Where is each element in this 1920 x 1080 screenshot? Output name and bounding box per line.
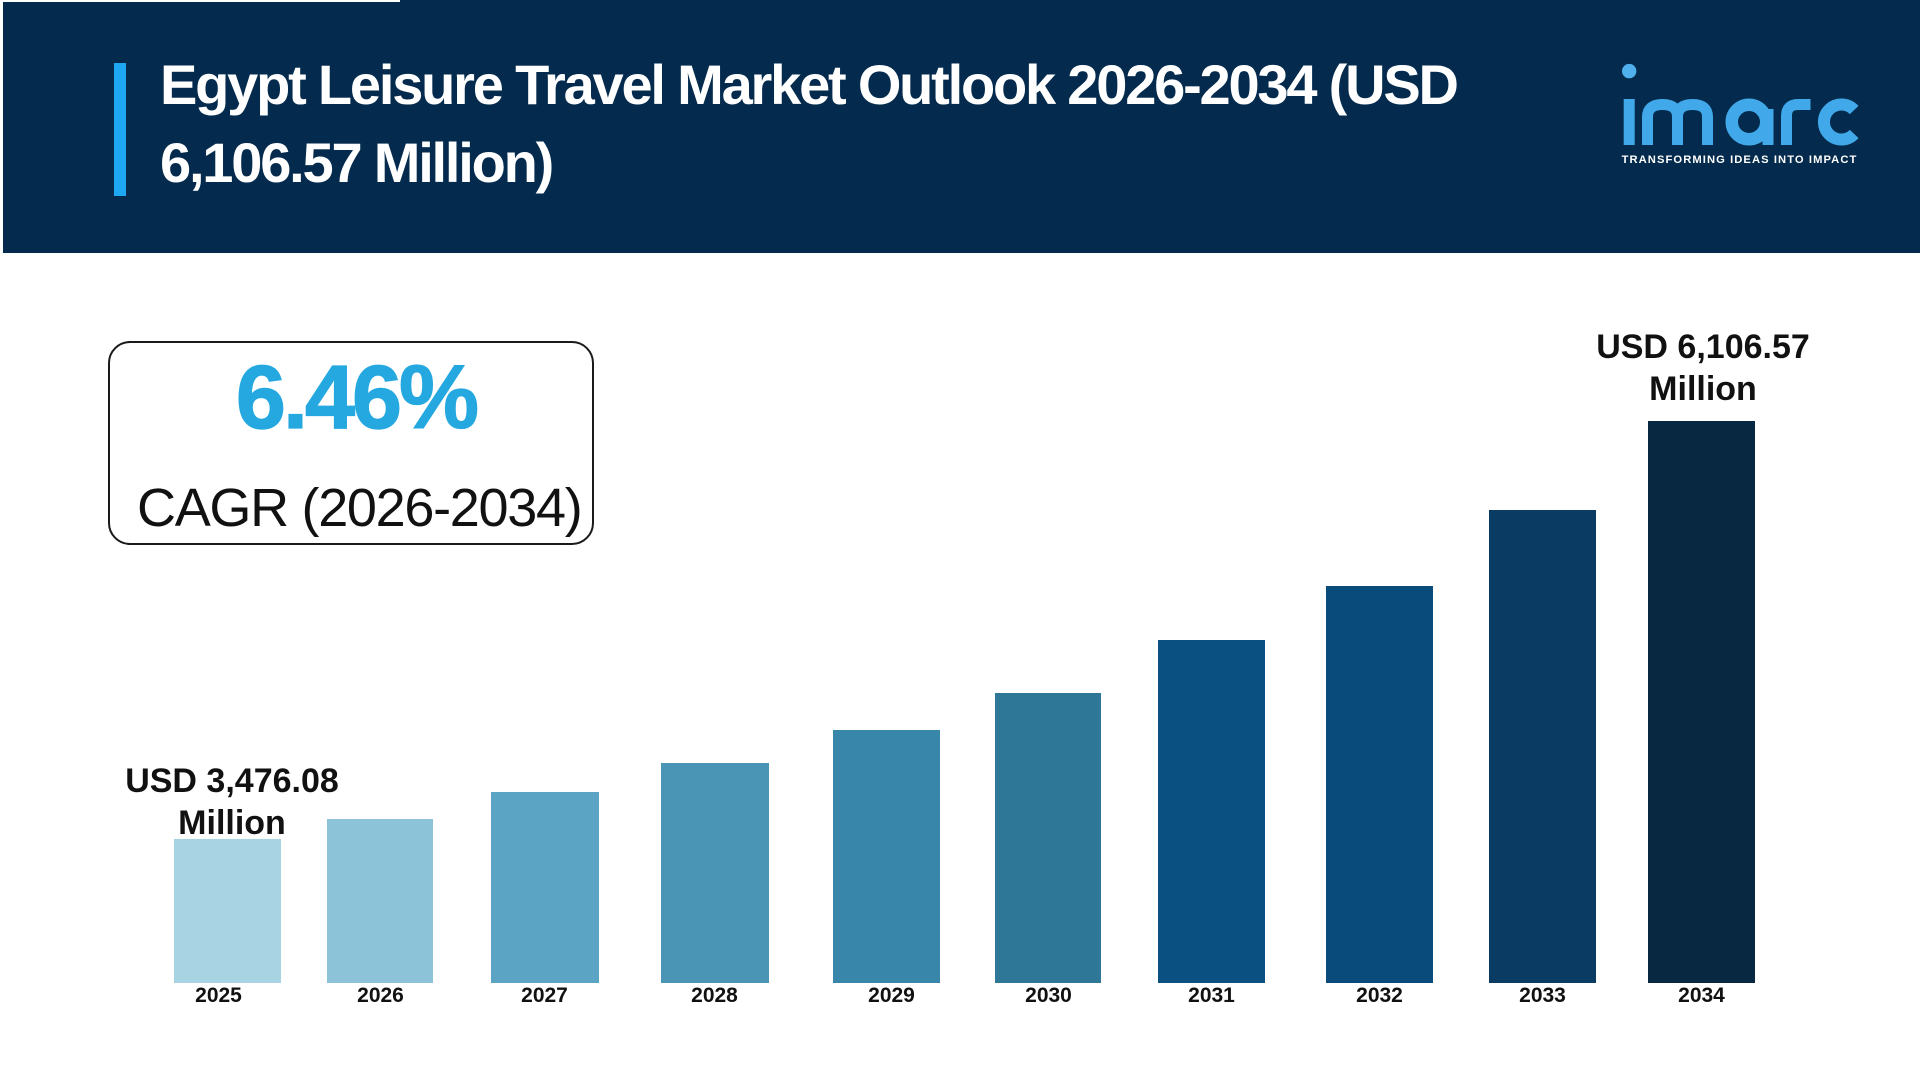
- svg-text:TRANSFORMING IDEAS INTO IMPACT: TRANSFORMING IDEAS INTO IMPACT: [1622, 154, 1858, 166]
